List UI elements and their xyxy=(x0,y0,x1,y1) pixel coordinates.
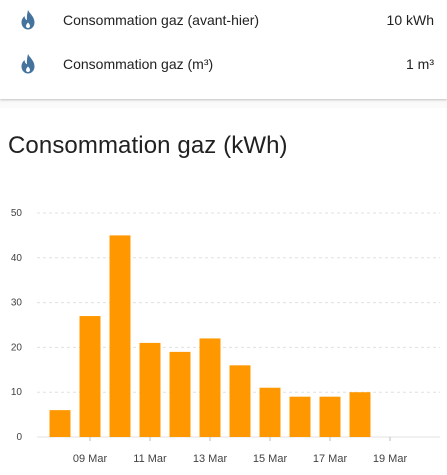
y-tick-label: 0 xyxy=(16,432,22,443)
x-tick-label: 13 Mar xyxy=(193,453,228,465)
x-tick-label: 15 Mar xyxy=(253,453,288,465)
entity-name: Consommation gaz (m³) xyxy=(63,56,214,72)
bar xyxy=(139,342,161,437)
y-tick-label: 30 xyxy=(11,298,23,309)
y-tick-label: 40 xyxy=(11,253,23,264)
x-tick-label: 09 Mar xyxy=(73,453,108,465)
entity-row-gas-consumption-m3[interactable]: Consommation gaz (m³) 1 m³ xyxy=(0,44,447,84)
entity-row-gas-consumption-day-before[interactable]: Consommation gaz (avant-hier) 10 kWh xyxy=(0,0,447,40)
entity-name: Consommation gaz (avant-hier) xyxy=(63,12,260,28)
x-tick-label: 17 Mar xyxy=(313,453,348,465)
y-tick-label: 20 xyxy=(11,342,23,353)
entity-state: 10 kWh xyxy=(386,12,434,28)
bar xyxy=(289,396,311,437)
y-tick-label: 10 xyxy=(11,387,23,398)
bar xyxy=(199,338,221,437)
x-tick-label: 11 Mar xyxy=(133,453,167,465)
bar xyxy=(109,235,131,437)
fire-icon xyxy=(18,53,38,75)
chart-title: Consommation gaz (kWh) xyxy=(8,132,288,159)
bar xyxy=(319,396,341,437)
fire-icon xyxy=(18,9,38,31)
y-tick-label: 50 xyxy=(11,208,23,219)
bar xyxy=(79,316,101,437)
bar xyxy=(169,351,191,437)
bar xyxy=(259,387,281,437)
bar xyxy=(349,392,371,437)
x-tick-label: 19 Mar xyxy=(373,453,408,465)
bar xyxy=(229,365,251,437)
bar-chart: 0 10 20 30 40 50 09 Mar 11 Mar 13 Mar 15 Mar 17 Ma… xyxy=(11,208,440,465)
bar xyxy=(49,410,71,437)
entities-card: Consommation gaz (avant-hier) 10 kWh Con… xyxy=(0,0,447,99)
statistics-chart-card: Consommation gaz (kWh) 0 10 20 30 40 50 09 Mar… xyxy=(0,108,447,475)
entity-state: 1 m³ xyxy=(406,56,434,72)
